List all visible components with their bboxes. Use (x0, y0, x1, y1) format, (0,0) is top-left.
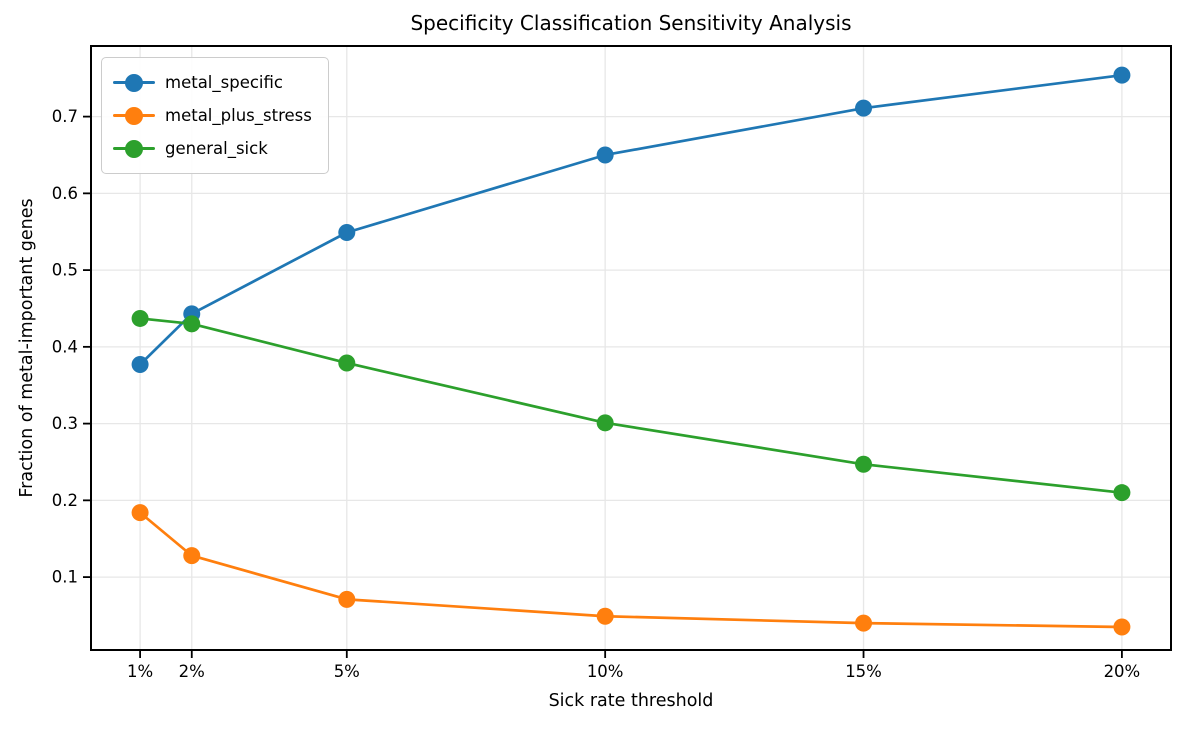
legend-label: metal_specific (165, 73, 283, 92)
x-axis-label: Sick rate threshold (548, 691, 714, 711)
legend: metal_specific metal_plus_stress general… (101, 57, 329, 174)
x-tick-label-10%: 10% (587, 662, 624, 681)
x-tick-label-20%: 20% (1104, 662, 1141, 681)
data-point-metal_plus_stress-20% (1113, 618, 1131, 636)
legend-line-marker-icon (113, 73, 155, 92)
data-point-metal_specific-1% (131, 356, 149, 374)
y-tick-label-0.7: 0.7 (52, 107, 78, 126)
x-tick-label-2%: 2% (179, 662, 205, 681)
y-tick-label-0.1: 0.1 (52, 568, 78, 587)
y-tick-label-0.4: 0.4 (52, 337, 78, 356)
data-point-metal_specific-15% (855, 99, 873, 117)
data-point-general_sick-2% (183, 315, 201, 333)
legend-item-metal-plus-stress: metal_plus_stress (113, 99, 312, 132)
data-point-metal_specific-10% (596, 146, 614, 164)
data-point-general_sick-15% (855, 455, 873, 473)
x-tick-label-1%: 1% (127, 662, 153, 681)
data-point-metal_plus_stress-5% (338, 590, 356, 608)
data-point-metal_specific-5% (338, 223, 356, 241)
legend-line-marker-icon (113, 139, 155, 158)
x-tick-label-15%: 15% (845, 662, 882, 681)
data-point-general_sick-10% (596, 414, 614, 432)
series-line-metal_plus_stress (138, 511, 1124, 629)
data-point-general_sick-5% (338, 354, 356, 372)
y-tick-label-0.3: 0.3 (52, 414, 78, 433)
data-point-metal_plus_stress-2% (183, 547, 201, 565)
y-tick-label-0.6: 0.6 (52, 184, 78, 203)
plot-border (90, 45, 1172, 651)
y-axis-label: Fraction of metal-important genes (17, 198, 37, 498)
legend-label: metal_plus_stress (165, 106, 312, 125)
legend-item-metal-specific: metal_specific (113, 66, 312, 99)
x-tick-label-5%: 5% (334, 662, 360, 681)
y-tick-label-0.5: 0.5 (52, 261, 78, 280)
series-line-general_sick (138, 317, 1124, 495)
data-point-metal_plus_stress-1% (131, 504, 149, 522)
legend-item-general-sick: general_sick (113, 132, 312, 165)
y-tick-label-0.2: 0.2 (52, 491, 78, 510)
legend-label: general_sick (165, 139, 268, 158)
data-point-metal_plus_stress-10% (596, 607, 614, 625)
data-point-metal_specific-20% (1113, 66, 1131, 84)
data-point-metal_plus_stress-15% (855, 614, 873, 632)
chart-title: Specificity Classification Sensitivity A… (410, 11, 852, 35)
data-point-general_sick-20% (1113, 484, 1131, 502)
data-point-general_sick-1% (131, 309, 149, 327)
legend-line-marker-icon (113, 106, 155, 125)
